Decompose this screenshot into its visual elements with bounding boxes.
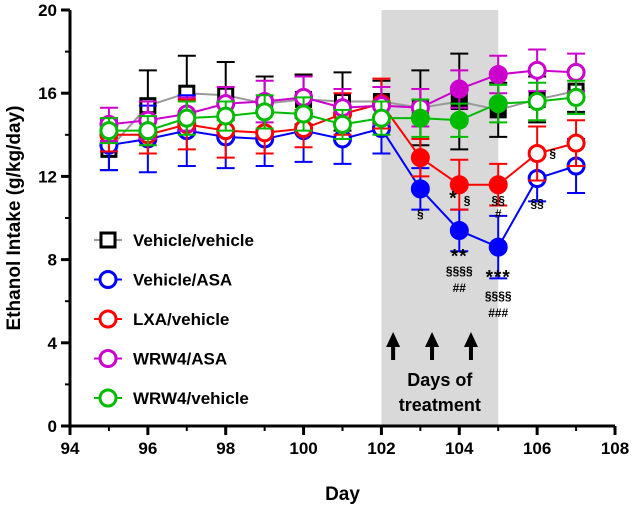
y-tick-label-16: 16 [38, 84, 57, 103]
y-tick-label-4: 4 [48, 334, 58, 353]
treatment-arrow-2-head [463, 332, 478, 347]
series-4-point-12 [566, 87, 586, 107]
series-4-point-8 [410, 108, 430, 128]
series-2-point-9 [449, 175, 469, 195]
series-4-point-3 [216, 106, 236, 126]
treatment-label-line2: treatment [399, 395, 481, 415]
series-4 [99, 79, 586, 147]
x-tick-label-96: 96 [138, 439, 157, 458]
treatment-region-rect [381, 10, 499, 426]
y-tick-label-0: 0 [48, 417, 57, 436]
series-2-point-12 [566, 133, 586, 153]
legend-marker-2 [98, 309, 118, 329]
series-4-point-0 [99, 121, 119, 141]
annotation-9: §§§§ [485, 289, 512, 303]
annotation-6: §§§§ [446, 264, 473, 278]
legend-marker-1 [98, 270, 118, 289]
series-4-point-10 [488, 94, 508, 114]
legend-marker-4 [98, 388, 118, 408]
series-1-point-10 [488, 237, 508, 257]
annotation-7: ## [453, 281, 467, 295]
legend-label-0: Vehicle/vehicle [133, 231, 254, 250]
annotation-11: § [549, 147, 556, 161]
axes: Ethanol Intake (g/kg/day) Day 0 4 8 12 16 20 9… [4, 1, 629, 505]
series-1-point-9 [449, 220, 469, 240]
series-2-point-8 [410, 148, 430, 168]
series-4-point-5 [294, 104, 314, 124]
series-2-point-11 [527, 144, 547, 164]
series-2-point-10 [488, 175, 508, 195]
annotation-10: ### [488, 306, 508, 320]
annotation-8: *** [486, 268, 511, 289]
x-tick-label-100: 100 [289, 439, 317, 458]
legend-label-2: LXA/vehicle [133, 310, 229, 329]
treatment-label-line1: Days of [407, 370, 473, 390]
series-3-point-12 [566, 62, 586, 82]
legend-label-1: Vehicle/ASA [133, 271, 232, 290]
series-group [99, 48, 586, 280]
series-1-point-8 [410, 179, 430, 199]
legend-marker-0 [99, 231, 117, 249]
x-tick-label-94: 94 [61, 439, 80, 458]
significance-annotations: §* § §§#**§§§§## ***§§§§###§§§ [417, 147, 556, 320]
series-3-point-10 [488, 64, 508, 84]
series-4-point-7 [371, 108, 391, 128]
series-4-point-2 [177, 108, 197, 128]
legend: Vehicle/vehicle Vehicle/ASA LXA/vehicle WRW… [94, 231, 254, 408]
treatment-arrow-1-head [425, 332, 440, 347]
series-4-point-11 [527, 92, 547, 112]
treatment-shaded-region: Days of treatment [381, 10, 499, 426]
series-3-point-9 [449, 79, 469, 99]
annotation-3: §§ [492, 193, 506, 207]
treatment-arrow-0-head [386, 332, 401, 347]
annotation-0: § [417, 207, 424, 221]
annotation-12: §§ [530, 197, 544, 211]
y-tick-label-12: 12 [38, 167, 57, 186]
x-tick-label-108: 108 [601, 439, 629, 458]
legend-label-4: WRW4/vehicle [133, 389, 249, 408]
x-tick-label-98: 98 [216, 439, 235, 458]
series-4-point-4 [255, 102, 275, 122]
annotation-5: ** [451, 247, 468, 268]
y-tick-label-8: 8 [48, 251, 57, 270]
series-4-point-9 [449, 110, 469, 130]
y-tick-label-20: 20 [38, 1, 57, 20]
x-tick-label-102: 102 [367, 439, 395, 458]
series-3-point-11 [527, 60, 547, 80]
x-tick-label-104: 104 [445, 439, 474, 458]
x-tick-label-106: 106 [523, 439, 551, 458]
annotation-4: # [495, 207, 502, 221]
x-axis-title: Day [325, 484, 360, 505]
annotation-2: § [464, 193, 471, 207]
series-4-point-6 [333, 114, 352, 134]
series-4-point-1 [138, 121, 158, 141]
annotation-1: * [449, 188, 457, 209]
legend-marker-3 [98, 349, 118, 368]
y-axis-title: Ethanol Intake (g/kg/day) [4, 106, 25, 331]
legend-label-3: WRW4/ASA [133, 350, 227, 369]
